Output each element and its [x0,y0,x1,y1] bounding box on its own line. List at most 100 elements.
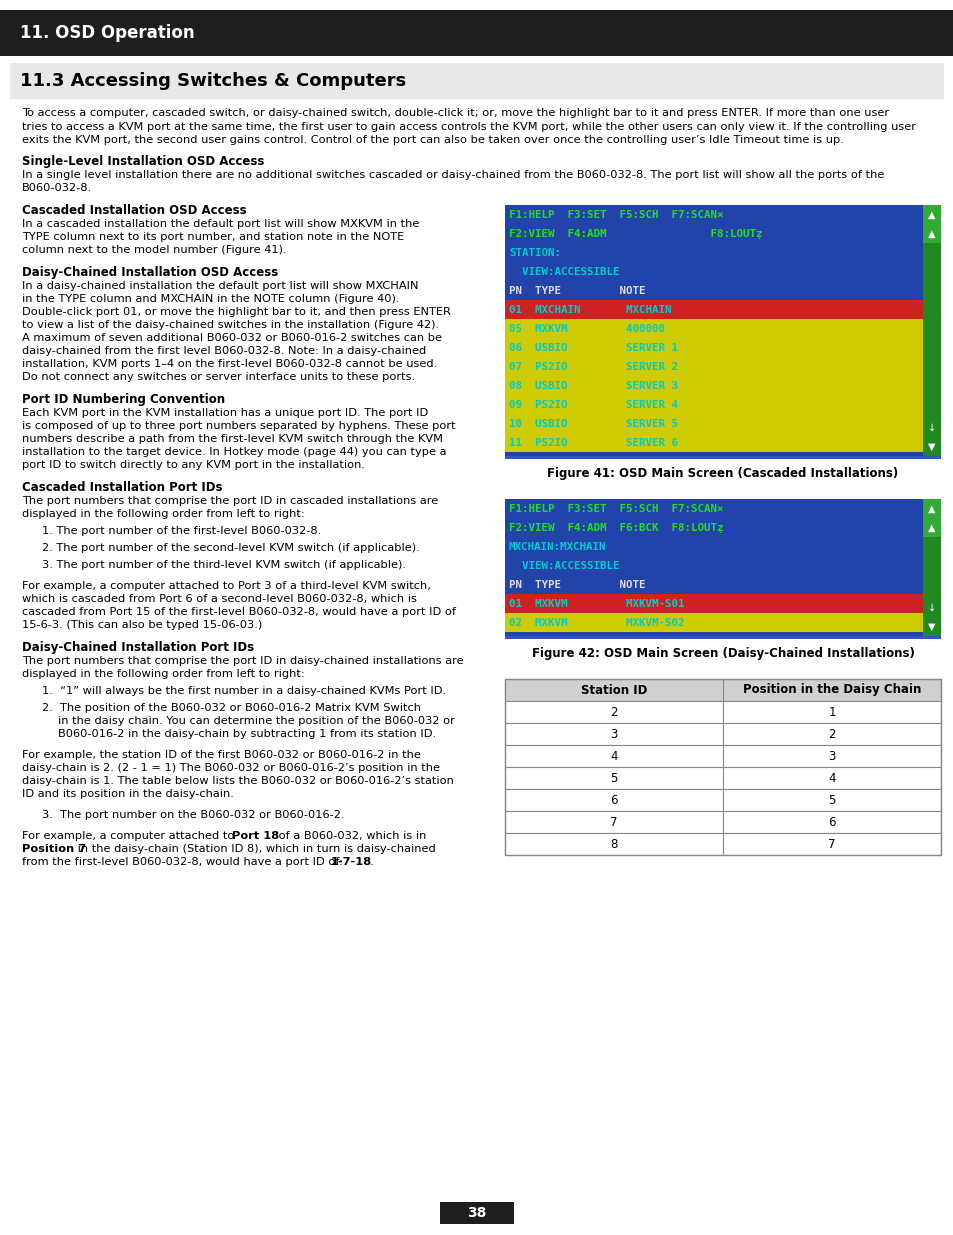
Text: 11.3 Accessing Switches & Computers: 11.3 Accessing Switches & Computers [20,72,406,90]
Text: 38: 38 [467,1207,486,1220]
Text: 3: 3 [827,750,835,762]
Bar [504,832,940,855]
Text: In a cascaded installation the default port list will show MXKVM in the: In a cascaded installation the default p… [22,219,419,228]
Bar [504,701,940,722]
Bar [504,679,940,855]
Text: 1-7-18: 1-7-18 [331,857,372,867]
Text: 09  PS2IO         SERVER 4: 09 PS2IO SERVER 4 [509,400,678,410]
Text: For example, a computer attached to Port 3 of a third-level KVM switch,: For example, a computer attached to Port… [22,580,431,592]
Text: 11  PS2IO         SERVER 6: 11 PS2IO SERVER 6 [509,438,678,448]
Bar [504,499,940,636]
Bar [504,375,923,395]
Bar [504,745,940,767]
Bar [10,63,943,99]
Text: 01  MXKVM         MXKVM-S01: 01 MXKVM MXKVM-S01 [509,599,684,609]
Text: Position in the Daisy Chain: Position in the Daisy Chain [742,683,921,697]
Text: F2:VIEW  F4:ADM  F6:BCK  F8:LOUTẓ: F2:VIEW F4:ADM F6:BCK F8:LOUTẓ [509,522,722,532]
Text: 2: 2 [827,727,835,741]
Text: The port numbers that comprise the port ID in daisy-chained installations are: The port numbers that comprise the port … [22,656,463,666]
Bar [504,767,940,789]
Text: Daisy-Chained Installation Port IDs: Daisy-Chained Installation Port IDs [22,641,253,655]
Text: 05  MXKVM         400000: 05 MXKVM 400000 [509,324,664,333]
Text: ▲: ▲ [927,228,935,238]
Text: 8: 8 [610,837,617,851]
Bar [439,1202,514,1224]
Text: Double-click port 01, or move the highlight bar to it, and then press ENTER: Double-click port 01, or move the highli… [22,308,451,317]
Bar [504,636,940,638]
Text: ↓: ↓ [927,422,935,432]
Bar [504,433,923,452]
Bar [504,338,923,357]
Text: ▼: ▼ [927,621,935,631]
Text: For example, the station ID of the first B060-032 or B060-016-2 in the: For example, the station ID of the first… [22,750,420,760]
Text: VIEW:ACCESSIBLE: VIEW:ACCESSIBLE [509,267,618,277]
Text: 5: 5 [610,772,617,784]
Text: 02  MXKVM         MXKVM-S02: 02 MXKVM MXKVM-S02 [509,618,684,627]
Bar [504,679,940,701]
Text: PN  TYPE         NOTE: PN TYPE NOTE [509,580,645,590]
Text: 6: 6 [827,815,835,829]
Bar [504,789,940,811]
Text: F2:VIEW  F4:ADM                F8:LOUTẓ: F2:VIEW F4:ADM F8:LOUTẓ [509,228,761,238]
Text: 10  USBIO         SERVER 5: 10 USBIO SERVER 5 [509,419,678,429]
Text: Position 7: Position 7 [22,844,86,853]
Text: column next to the model number (Figure 41).: column next to the model number (Figure … [22,245,286,254]
Text: VIEW:ACCESSIBLE: VIEW:ACCESSIBLE [509,561,618,571]
Text: ▼: ▼ [927,441,935,452]
Text: B060-016-2 in the daisy-chain by subtracting 1 from its station ID.: B060-016-2 in the daisy-chain by subtrac… [58,729,436,739]
Text: daisy-chained from the first level B060-032-8. Note: In a daisy-chained: daisy-chained from the first level B060-… [22,346,426,356]
Text: TYPE column next to its port number, and station note in the NOTE: TYPE column next to its port number, and… [22,232,404,242]
Text: daisy-chain is 2. (2 - 1 = 1) The B060-032 or B060-016-2’s position in the: daisy-chain is 2. (2 - 1 = 1) The B060-0… [22,763,439,773]
Text: To access a computer, cascaded switch, or daisy-chained switch, double-click it;: To access a computer, cascaded switch, o… [22,107,915,146]
Text: .: . [370,857,374,867]
Text: Figure 41: OSD Main Screen (Cascaded Installations): Figure 41: OSD Main Screen (Cascaded Ins… [547,467,898,480]
Text: is composed of up to three port numbers separated by hyphens. These port: is composed of up to three port numbers … [22,421,456,431]
Text: 01  MXCHAIN       MXCHAIN: 01 MXCHAIN MXCHAIN [509,305,671,315]
Text: Do not connect any switches or server interface units to these ports.: Do not connect any switches or server in… [22,372,415,382]
Text: 11. OSD Operation: 11. OSD Operation [20,23,194,42]
Text: A maximum of seven additional B060-032 or B060-016-2 switches can be: A maximum of seven additional B060-032 o… [22,333,441,343]
Text: displayed in the following order from left to right:: displayed in the following order from le… [22,669,304,679]
Text: 1. The port number of the first-level B060-032-8.: 1. The port number of the first-level B0… [42,526,321,536]
Text: ↓: ↓ [927,603,935,613]
Text: ▲: ▲ [927,522,935,532]
Text: STATION:: STATION: [509,248,560,258]
Bar [504,300,923,319]
Text: installation, KVM ports 1–4 on the first-level B060-032-8 cannot be used.: installation, KVM ports 1–4 on the first… [22,359,436,369]
Bar [504,594,923,613]
Text: 4: 4 [827,772,835,784]
Text: 08  USBIO         SERVER 3: 08 USBIO SERVER 3 [509,380,678,391]
Bar [504,319,923,338]
Text: displayed in the following order from left to right:: displayed in the following order from le… [22,509,304,519]
Text: in the TYPE column and MXCHAIN in the NOTE column (Figure 40).: in the TYPE column and MXCHAIN in the NO… [22,294,399,304]
Text: Each KVM port in the KVM installation has a unique port ID. The port ID: Each KVM port in the KVM installation ha… [22,408,428,417]
Text: ▲: ▲ [927,504,935,514]
Bar [923,205,940,456]
Bar [504,357,923,375]
Text: ID and its position in the daisy-chain.: ID and its position in the daisy-chain. [22,789,233,799]
Text: 7: 7 [827,837,835,851]
Text: 5: 5 [827,794,835,806]
Bar [923,499,940,537]
Text: 3. The port number of the third-level KVM switch (if applicable).: 3. The port number of the third-level KV… [42,559,406,571]
Bar [504,395,923,414]
Text: which is cascaded from Port 6 of a second-level B060-032-8, which is: which is cascaded from Port 6 of a secon… [22,594,416,604]
Text: 1.  “1” will always be the first number in a daisy-chained KVMs Port ID.: 1. “1” will always be the first number i… [42,685,446,697]
Text: F1:HELP  F3:SET  F5:SCH  F7:SCAN×: F1:HELP F3:SET F5:SCH F7:SCAN× [509,504,722,514]
Text: For example, a computer attached to: For example, a computer attached to [22,831,237,841]
Text: of a B060-032, which is in: of a B060-032, which is in [274,831,426,841]
Text: numbers describe a path from the first-level KVM switch through the KVM: numbers describe a path from the first-l… [22,433,442,445]
Text: in the daisy chain. You can determine the position of the B060-032 or: in the daisy chain. You can determine th… [58,716,455,726]
Text: B060-032-8.: B060-032-8. [22,183,92,193]
Text: cascaded from Port 15 of the first-level B060-032-8, would have a port ID of: cascaded from Port 15 of the first-level… [22,606,456,618]
Text: from the first-level B060-032-8, would have a port ID of:: from the first-level B060-032-8, would h… [22,857,346,867]
Bar [923,499,940,636]
Text: Cascaded Installation OSD Access: Cascaded Installation OSD Access [22,204,247,217]
Text: 2: 2 [610,705,618,719]
Text: 15-6-3. (This can also be typed 15-06-03.): 15-6-3. (This can also be typed 15-06-03… [22,620,262,630]
Text: 7: 7 [610,815,618,829]
Text: to view a list of the daisy-chained switches in the installation (Figure 42).: to view a list of the daisy-chained swit… [22,320,438,330]
Bar [504,205,940,456]
Bar [504,414,923,433]
Text: 6: 6 [610,794,618,806]
